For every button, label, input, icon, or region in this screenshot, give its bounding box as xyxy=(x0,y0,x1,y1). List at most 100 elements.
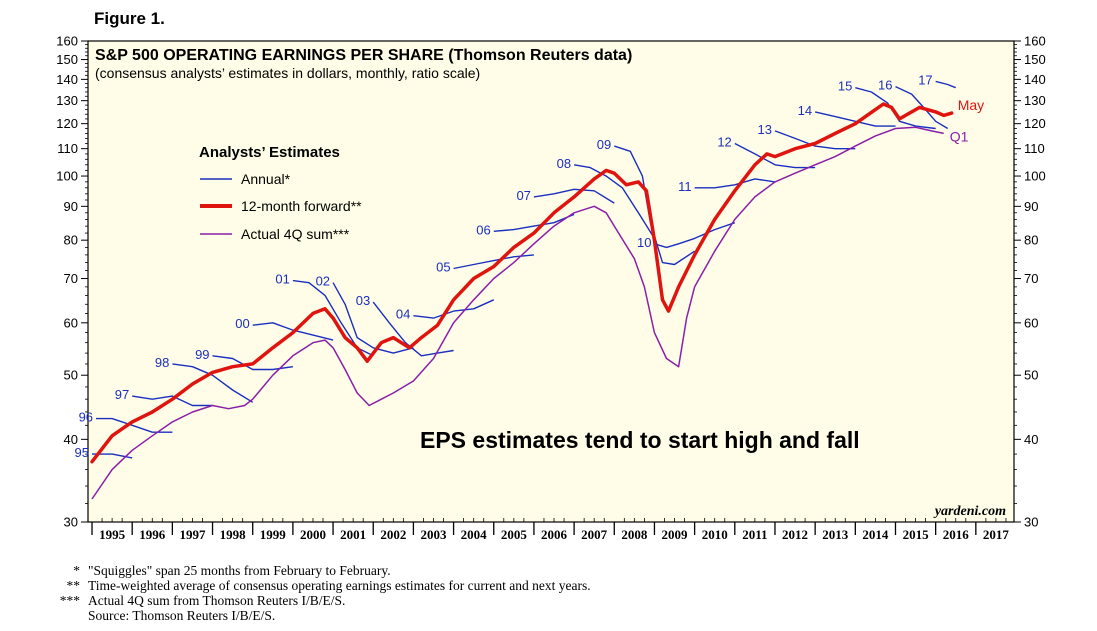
legend: Analysts’ Estimates Annual* 12-month for… xyxy=(199,144,362,242)
chart-annotation: EPS estimates tend to start high and fal… xyxy=(420,427,860,453)
y-tick-label-left: 110 xyxy=(57,141,78,156)
y-tick-label-right: 30 xyxy=(1024,515,1038,530)
actual-end-label: Q1 xyxy=(950,128,969,144)
actual-4q-sum-line xyxy=(91,126,944,500)
x-tick-label: 2001 xyxy=(340,527,366,542)
annual-label-95: 95 xyxy=(75,445,89,460)
annual-label-97: 97 xyxy=(115,387,129,402)
footnote-1-text: "Squiggles" span 25 months from February… xyxy=(88,563,391,578)
footnote-1: * "Squiggles" span 25 months from Februar… xyxy=(40,563,391,578)
x-tick-label: 2006 xyxy=(541,527,568,542)
annual-label-09: 09 xyxy=(597,137,611,152)
annual-label-17: 17 xyxy=(918,72,932,87)
y-tick-label-left: 80 xyxy=(64,233,78,248)
x-tick-label: 2010 xyxy=(702,527,728,542)
y-tick-label-right: 60 xyxy=(1024,315,1038,330)
y-tick-label-right: 40 xyxy=(1024,432,1038,447)
series-layer xyxy=(90,80,956,500)
annual-estimate-line-97 xyxy=(132,395,213,407)
footnote-2-text: Time-weighted average of consensus opera… xyxy=(88,578,591,593)
x-tick-label: 2015 xyxy=(903,527,930,542)
footnote-4-text: Source: Thomson Reuters I/B/E/S. xyxy=(88,608,276,623)
y-tick-label-right: 120 xyxy=(1024,116,1046,131)
x-tick-label: 2003 xyxy=(420,527,447,542)
forward-end-label: May xyxy=(958,97,984,113)
x-tick-label: 1998 xyxy=(220,527,247,542)
footnote-1-mark: * xyxy=(73,563,80,578)
annual-estimate-line-02 xyxy=(332,282,414,354)
x-tick-label: 2008 xyxy=(621,527,648,542)
annual-label-05: 05 xyxy=(436,259,450,274)
segment-labels: 95 96 97 98 99 00 01 02 03 04 05 06 07 08 09 10 11 12 13 14… xyxy=(75,72,985,460)
y-tick-label-left: 70 xyxy=(64,271,78,286)
annual-estimate-line-14 xyxy=(814,111,896,127)
y-tick-label-right: 130 xyxy=(1024,93,1046,108)
x-tick-label: 2005 xyxy=(501,527,528,542)
y-tick-label-right: 80 xyxy=(1024,233,1038,248)
annual-estimate-line-07 xyxy=(533,188,615,204)
footnote-2-mark: ** xyxy=(66,578,81,593)
x-tick-label: 2002 xyxy=(380,527,406,542)
x-tick-label: 1997 xyxy=(179,527,206,542)
x-tick-label: 1996 xyxy=(139,527,166,542)
x-tick-label: 1999 xyxy=(260,527,287,542)
x-tick-label: 2016 xyxy=(943,527,970,542)
legend-label-annual: Annual* xyxy=(241,171,291,187)
y-tick-label-right: 100 xyxy=(1024,169,1046,184)
annual-label-08: 08 xyxy=(557,156,571,171)
y-tick-label-left: 100 xyxy=(56,169,78,184)
chart-subtitle: (consensus analysts’ estimates in dollar… xyxy=(95,65,480,81)
annual-label-00: 00 xyxy=(235,316,249,331)
annual-estimate-line-00 xyxy=(252,322,334,341)
annual-estimate-line-96 xyxy=(96,417,173,433)
y-tick-label-right: 150 xyxy=(1024,52,1046,67)
annual-label-98: 98 xyxy=(155,355,169,370)
source-badge: yardeni.com xyxy=(933,504,1006,519)
y-tick-label-left: 130 xyxy=(56,93,78,108)
x-tick-label: 2004 xyxy=(461,527,488,542)
annual-label-16: 16 xyxy=(878,78,892,93)
x-tick-label: 2017 xyxy=(983,527,1010,542)
annual-label-03: 03 xyxy=(356,293,370,308)
x-tick-label: 2012 xyxy=(782,527,808,542)
footnote-2: ** Time-weighted average of consensus ope… xyxy=(40,578,591,593)
annual-estimate-line-13 xyxy=(774,130,856,150)
annual-estimate-line-12 xyxy=(734,142,816,169)
chart-title: S&P 500 OPERATING EARNINGS PER SHARE (Th… xyxy=(95,47,632,64)
annual-label-07: 07 xyxy=(516,188,530,203)
footnote-4: Source: Thomson Reuters I/B/E/S. xyxy=(40,608,275,623)
annual-estimate-line-11 xyxy=(694,178,776,189)
figure-label: Figure 1. xyxy=(94,9,165,28)
footnote-3: *** Actual 4Q sum from Thomson Reuters I/… xyxy=(40,593,346,608)
annual-estimate-line-03 xyxy=(372,301,454,357)
y-tick-label-right: 70 xyxy=(1024,271,1038,286)
y-tick-label-left: 40 xyxy=(64,432,78,447)
legend-title: Analysts’ Estimates xyxy=(199,144,340,161)
x-axis: 1995 1996 1997 1998 1999 2000 2001 2002 2003 2004… xyxy=(91,518,1010,542)
annual-label-10: 10 xyxy=(637,235,651,250)
y-tick-label-left: 60 xyxy=(64,315,78,330)
y-tick-label-right: 90 xyxy=(1024,199,1038,214)
y-tick-label-left: 150 xyxy=(56,52,78,67)
legend-label-forward: 12-month forward** xyxy=(241,198,362,214)
annual-label-13: 13 xyxy=(757,122,771,137)
y-tick-label-left: 50 xyxy=(64,368,78,383)
annual-estimate-line-10 xyxy=(654,222,736,249)
annual-label-96: 96 xyxy=(79,410,93,425)
annual-label-02: 02 xyxy=(316,274,330,289)
x-tick-label: 2009 xyxy=(662,527,689,542)
y-tick-label-right: 110 xyxy=(1024,141,1045,156)
forward-12m-line xyxy=(90,102,954,464)
x-tick-label: 2014 xyxy=(862,527,889,542)
y-tick-label-left: 160 xyxy=(56,34,78,49)
annual-label-14: 14 xyxy=(798,103,812,118)
y-tick-label-left: 90 xyxy=(64,199,78,214)
annual-label-06: 06 xyxy=(476,222,490,237)
y-tick-label-right: 50 xyxy=(1024,368,1038,383)
x-tick-label: 2011 xyxy=(742,527,767,542)
x-tick-label: 2007 xyxy=(581,527,608,542)
y-tick-label-left: 140 xyxy=(56,72,78,87)
annual-estimate-line-08 xyxy=(573,164,655,239)
